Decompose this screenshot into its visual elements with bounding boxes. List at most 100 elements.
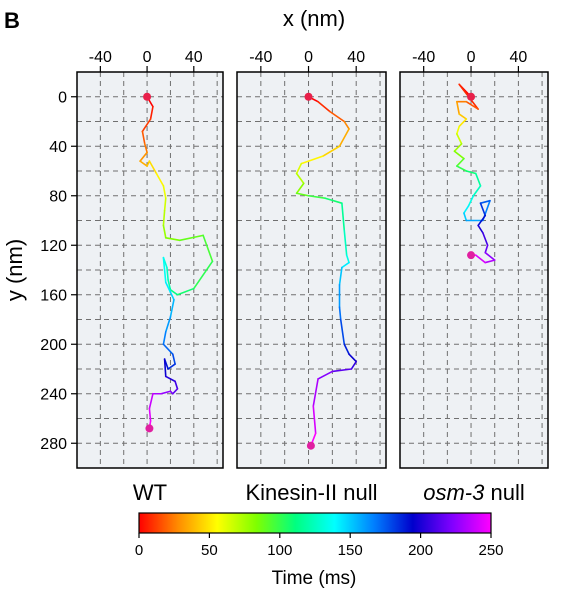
x-tick-label: -40	[412, 49, 435, 66]
trajectory-segment	[467, 194, 475, 207]
trajectory-segment	[463, 204, 470, 214]
y-tick-label: 80	[49, 188, 67, 205]
trajectory-segment	[164, 237, 181, 242]
trajectory-segment	[453, 142, 463, 152]
trajectory-segment	[162, 256, 167, 284]
panel-frame	[76, 71, 224, 469]
trajectory-segment	[162, 343, 174, 355]
condition-suffix: null	[484, 480, 524, 505]
trajectory-segment	[169, 298, 175, 318]
trajectory-segment	[155, 172, 165, 187]
trajectory-segment	[143, 142, 148, 154]
trajectory-segment	[162, 185, 167, 200]
colorbar-tick-label: 150	[338, 542, 363, 559]
trajectory-segment	[463, 212, 468, 222]
colorbar-tick-label: 200	[408, 542, 433, 559]
start-point	[304, 92, 313, 101]
trajectory-segment	[453, 150, 465, 160]
y-tick-label: 40	[49, 139, 67, 156]
colorbar-tick-label: 0	[135, 542, 143, 559]
y-tick-label: 200	[40, 337, 67, 354]
trajectory-segment	[295, 162, 303, 175]
condition-name: osm-3	[423, 480, 485, 505]
panel-3: -40 0 40 osm-3 null	[399, 49, 549, 505]
trajectory-segment	[338, 266, 343, 286]
trajectory-segment	[163, 197, 167, 212]
trajectory-segment	[329, 110, 346, 123]
trajectory-segment	[162, 331, 167, 346]
start-point	[467, 92, 476, 101]
y-tick-label: 120	[40, 238, 67, 255]
trajectory-segment	[178, 234, 204, 242]
trajectory-segment	[484, 244, 489, 254]
trajectory-segment	[456, 125, 461, 135]
trajectory-segment	[484, 251, 496, 261]
trajectory-segment	[465, 170, 477, 175]
end-point	[467, 251, 476, 260]
trajectory-segment	[166, 266, 169, 281]
trajectory-segment	[479, 202, 487, 217]
trajectory-segment	[160, 390, 172, 395]
trajectory-segment	[456, 157, 465, 167]
trajectory-segment	[169, 291, 175, 301]
trajectory-segment	[307, 194, 327, 200]
trajectory-segment	[317, 370, 334, 380]
trajectory-segment	[295, 172, 305, 185]
x-tick-label: 40	[185, 49, 203, 66]
y-tick-label: 0	[58, 89, 67, 106]
colorbar: 0 50 100 150 200 250	[135, 512, 504, 559]
trajectory-segment	[162, 209, 166, 227]
trajectory-segment	[164, 281, 172, 294]
trajectory-segment	[341, 261, 350, 269]
trajectory-segment	[348, 353, 358, 363]
trajectory-segment	[484, 259, 496, 264]
trajectory-segment	[456, 165, 468, 172]
colorbar-tick-label: 100	[267, 542, 292, 559]
condition-name: WT	[133, 480, 167, 505]
trajectory-segment	[295, 182, 305, 195]
condition-label: osm-3 null	[423, 480, 524, 505]
trajectory-segment	[149, 105, 154, 120]
condition-label: WT	[133, 480, 167, 505]
trajectory-segment	[350, 360, 358, 370]
x-tick-label: -40	[89, 49, 112, 66]
trajectory-segment	[338, 306, 342, 321]
x-axis-title: x (nm)	[283, 6, 345, 31]
trajectory-segment	[148, 407, 152, 422]
colorbar-gradient	[138, 512, 492, 534]
panel-2: -40 0 40 Kinesin-II null	[236, 49, 387, 505]
trajectory-segment	[341, 202, 346, 232]
trajectory-segment	[312, 378, 319, 407]
trajectory-segment	[474, 172, 482, 187]
trajectory-segment	[171, 387, 179, 395]
trajectory-segment	[317, 100, 331, 113]
trajectory-segment	[148, 160, 158, 175]
trajectory-segment	[345, 254, 350, 264]
trajectory-segment	[193, 260, 214, 290]
trajectory-segment	[343, 229, 348, 256]
x-tick-label: -40	[249, 49, 272, 66]
trajectory-segment	[456, 133, 463, 145]
y-axis-title: y (nm)	[2, 239, 27, 301]
x-tick-label: 0	[304, 49, 313, 66]
y-tick-label: 240	[40, 386, 67, 403]
x-tick-label: 0	[467, 49, 476, 66]
trajectory-segment	[163, 358, 167, 378]
trajectory-segment	[139, 151, 148, 162]
trajectory-segment	[339, 318, 346, 346]
condition-label: Kinesin-II null	[245, 480, 377, 505]
trajectory-segment	[295, 192, 310, 197]
trajectory-segment	[174, 380, 179, 390]
trajectory-segment	[167, 279, 172, 291]
x-tick-label: 0	[143, 49, 152, 66]
trajectory-segment	[164, 375, 176, 383]
trajectory-segment	[176, 287, 195, 296]
trajectory-segment	[139, 160, 148, 167]
end-point	[145, 424, 154, 433]
trajectory-segment	[324, 197, 343, 204]
trajectory-segment	[477, 224, 484, 234]
end-point	[306, 441, 315, 450]
trajectory-segment	[474, 254, 487, 264]
start-point	[143, 92, 152, 101]
